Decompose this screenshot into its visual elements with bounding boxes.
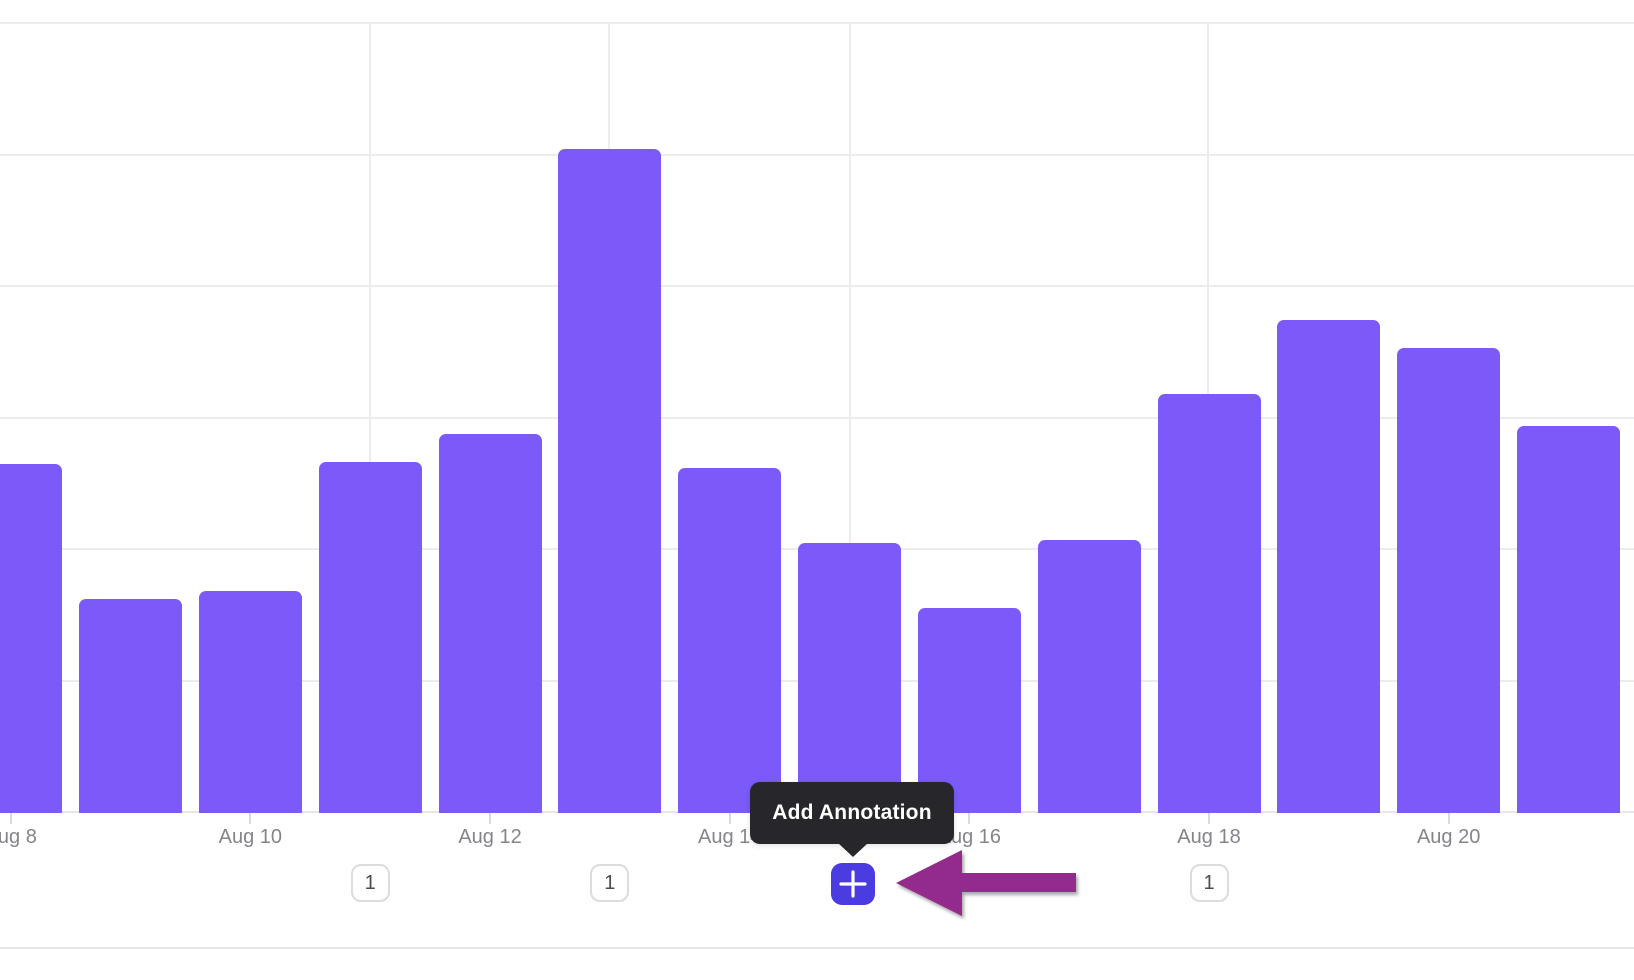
x-axis-tick bbox=[1447, 812, 1450, 824]
bar[interactable] bbox=[438, 434, 542, 813]
add-annotation-button[interactable] bbox=[831, 863, 875, 905]
x-axis-label: Aug 18 bbox=[1177, 826, 1241, 848]
tooltip-pointer bbox=[838, 843, 868, 857]
add-annotation-tooltip: Add Annotation bbox=[750, 782, 954, 844]
x-axis-tick bbox=[249, 812, 252, 824]
bar[interactable] bbox=[917, 608, 1021, 813]
gridline-vertical bbox=[849, 23, 851, 812]
bar[interactable] bbox=[798, 543, 901, 813]
arrow-annotation bbox=[890, 845, 1082, 921]
gridline-horizontal bbox=[0, 22, 1634, 24]
section-divider bbox=[0, 947, 1634, 949]
annotation-badge[interactable]: 1 bbox=[350, 864, 390, 902]
x-axis-tick bbox=[728, 812, 731, 824]
plus-icon bbox=[831, 863, 875, 905]
annotation-badge[interactable]: 1 bbox=[590, 864, 630, 902]
x-axis-label: Aug 10 bbox=[218, 826, 283, 848]
bar[interactable] bbox=[558, 149, 662, 813]
bar[interactable] bbox=[678, 468, 782, 813]
bar[interactable] bbox=[1037, 540, 1141, 813]
x-axis-tick bbox=[968, 812, 971, 824]
gridline-horizontal bbox=[0, 154, 1634, 156]
tooltip-label: Add Annotation bbox=[772, 801, 932, 824]
x-axis-tick bbox=[489, 812, 492, 824]
gridline-horizontal bbox=[0, 285, 1634, 287]
bar[interactable] bbox=[1157, 394, 1261, 813]
x-axis-tick bbox=[1208, 812, 1210, 824]
x-axis-tick bbox=[9, 812, 12, 824]
annotation-badge[interactable]: 1 bbox=[1189, 864, 1229, 902]
x-axis-label: Aug 20 bbox=[1416, 826, 1481, 848]
bar[interactable] bbox=[0, 464, 63, 813]
x-axis-label: Aug 8 bbox=[0, 826, 37, 848]
x-axis-label: Aug 12 bbox=[458, 826, 522, 848]
bar[interactable] bbox=[1397, 348, 1501, 813]
gridline-vertical bbox=[369, 23, 371, 812]
bar[interactable] bbox=[79, 599, 183, 813]
x-axis-label: Aug 14 bbox=[697, 826, 762, 848]
bar[interactable] bbox=[198, 591, 302, 813]
gridline-horizontal bbox=[0, 417, 1634, 419]
bar[interactable] bbox=[318, 462, 422, 813]
bar[interactable] bbox=[1516, 426, 1620, 813]
bar[interactable] bbox=[1277, 320, 1381, 813]
left-arrow-icon bbox=[896, 850, 1076, 916]
